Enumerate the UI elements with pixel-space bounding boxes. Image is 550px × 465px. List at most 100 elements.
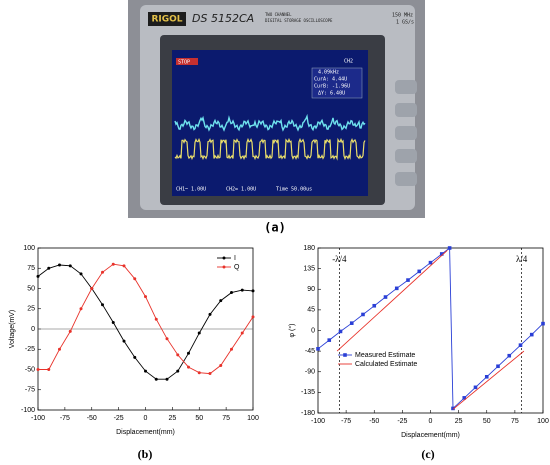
series-line [38, 263, 254, 375]
y-tick-label: 25 [27, 306, 35, 313]
marker [383, 295, 388, 299]
marker [122, 264, 126, 268]
marker [484, 374, 489, 379]
marker [372, 303, 377, 308]
marker [58, 347, 61, 351]
readout: Time 50.00us [276, 187, 312, 193]
marker [58, 263, 61, 267]
marker [518, 343, 523, 347]
y-tick-label: -135 [301, 389, 315, 396]
marker [101, 303, 104, 307]
oscilloscope-photo: RIGOL DS 5152CA TWO CHANNEL DIGITAL STOR… [128, 0, 425, 235]
marker [338, 329, 343, 334]
marker [36, 274, 40, 278]
x-tick-label: -25 [114, 415, 124, 422]
readout: ΔY: 6.40U [318, 91, 345, 97]
y-axis-label: Voltage(mV) [9, 310, 16, 349]
marker [240, 331, 244, 335]
x-tick-label: -75 [60, 415, 70, 422]
marker [219, 363, 223, 367]
readout: CurA: 4.44U [314, 77, 347, 83]
x-tick-label: 25 [168, 415, 176, 422]
marker [36, 368, 40, 371]
marker [439, 252, 444, 256]
marker [230, 347, 233, 351]
yellow-trace [174, 137, 366, 161]
model: DS 5152CA [192, 12, 254, 25]
marker [165, 337, 169, 341]
x-tick-label: 0 [144, 415, 148, 422]
annotation: λ/4 [516, 254, 528, 264]
y-tick-label: 45 [307, 307, 315, 314]
marker [496, 364, 500, 369]
y-tick-label: 135 [303, 265, 315, 272]
marker [529, 332, 534, 337]
marker [316, 347, 320, 351]
readout: CH2= 1.00U [226, 187, 256, 193]
legend-label: Calculated Estimate [355, 361, 417, 368]
label: 1 GS/s [396, 20, 414, 26]
x-tick-label: -75 [341, 418, 351, 425]
marker [462, 396, 467, 400]
button [395, 126, 417, 140]
marker [68, 264, 72, 268]
series-line [37, 264, 254, 380]
marker [165, 377, 169, 381]
legend-marker [222, 256, 226, 260]
annotation: -λ/4 [332, 254, 347, 264]
logo-plate [148, 12, 186, 26]
brand: RIGOL [151, 15, 182, 25]
chart: -100 -75 -50 -25 0 25 50 75 100 -180 -135 -90 -45 0 45… [288, 245, 549, 461]
marker [447, 246, 452, 250]
button [395, 149, 417, 163]
y-tick-label: 50 [27, 285, 35, 292]
marker [79, 272, 83, 276]
button [395, 172, 417, 186]
panel-label: (c) [421, 447, 434, 461]
label: 150 MHz [392, 13, 413, 19]
legend-label: Measured Estimate [355, 352, 415, 359]
readout: CurB: -1.96U [314, 84, 350, 90]
marker [251, 315, 255, 319]
y-tick-label: 100 [23, 245, 35, 252]
x-tick-label: 0 [429, 418, 433, 425]
marker [541, 321, 545, 326]
y-tick-label: 0 [311, 327, 315, 334]
marker [406, 278, 410, 282]
x-tick-label: 50 [195, 415, 203, 422]
series-line [317, 247, 544, 410]
x-axis-label: Displacement(mm) [401, 432, 460, 439]
marker [101, 270, 104, 274]
marker [428, 260, 433, 265]
panel-label: (a) [264, 221, 286, 235]
y-tick-label: 75 [27, 265, 35, 272]
x-axis-label: Displacement(mm) [116, 429, 175, 436]
status: STOP [178, 60, 190, 66]
marker [154, 317, 158, 321]
y-tick-label: -25 [25, 346, 35, 353]
marker [251, 289, 255, 293]
marker [507, 353, 512, 358]
x-tick-label: 100 [537, 418, 549, 425]
y-tick-label: 90 [307, 286, 315, 293]
button [395, 80, 417, 94]
marker [90, 287, 94, 290]
x-tick-label: -50 [87, 415, 97, 422]
chart: -100 -75 -50 -25 0 25 50 75 100 -100 -75 -50 -25 0 25 5… [9, 245, 259, 461]
marker [208, 312, 212, 316]
y-tick-label: -180 [301, 410, 315, 417]
legend-marker [343, 353, 347, 357]
marker [417, 269, 422, 274]
button [395, 103, 417, 117]
marker [79, 307, 83, 311]
legend-label: Q [234, 264, 240, 271]
marker [327, 338, 332, 342]
marker [111, 262, 115, 266]
x-tick-label: 75 [222, 415, 230, 422]
marker [187, 351, 190, 355]
y-tick-label: 0 [31, 326, 35, 333]
marker [473, 385, 478, 390]
marker [361, 312, 365, 317]
